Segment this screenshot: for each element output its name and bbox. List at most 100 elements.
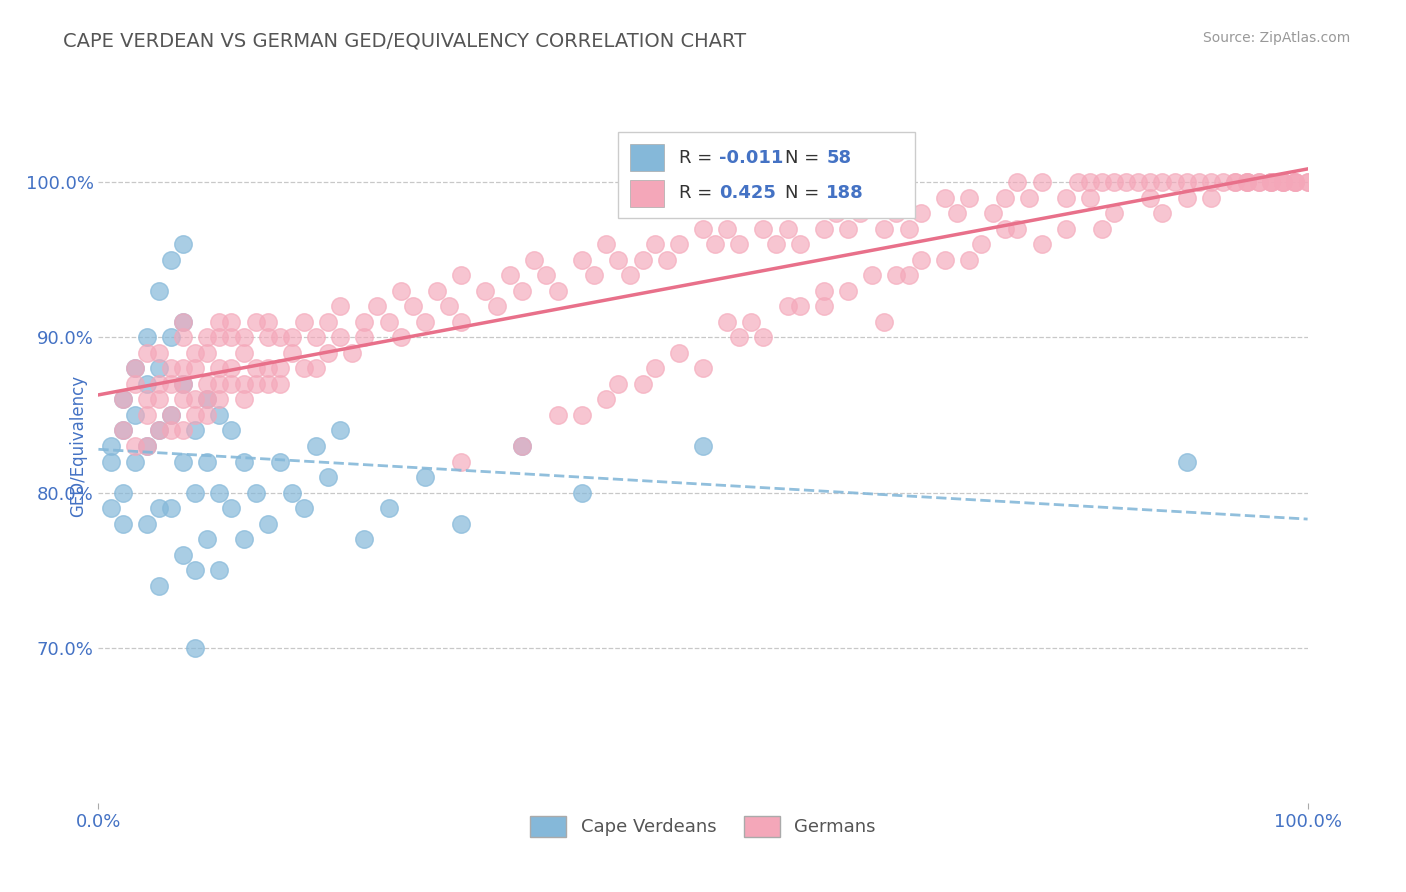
Text: CAPE VERDEAN VS GERMAN GED/EQUIVALENCY CORRELATION CHART: CAPE VERDEAN VS GERMAN GED/EQUIVALENCY C… [63,31,747,50]
Point [148,501,170,516]
Text: R =: R = [679,149,718,167]
Point [1272,175,1295,189]
Point [571,408,593,422]
Point [316,470,339,484]
Point [184,424,207,438]
Point [1007,222,1029,236]
Point [413,315,436,329]
Y-axis label: GED/Equivalency: GED/Equivalency [69,375,87,517]
Point [160,252,183,267]
Point [135,392,157,407]
Point [195,376,218,391]
Point [245,315,267,329]
Point [195,532,218,546]
Point [571,485,593,500]
Point [221,361,243,376]
Text: N =: N = [785,185,825,202]
Point [124,439,146,453]
Point [946,206,969,220]
Point [160,501,183,516]
Point [148,361,170,376]
Point [849,206,872,220]
Point [172,548,194,562]
Point [195,454,218,468]
Point [160,361,183,376]
Point [1054,191,1077,205]
Point [160,408,183,422]
Point [1031,175,1053,189]
Point [547,408,569,422]
Point [353,532,375,546]
Point [100,501,122,516]
Point [450,268,472,283]
Point [172,315,194,329]
Point [389,330,412,344]
Point [124,361,146,376]
Point [232,392,254,407]
Point [232,376,254,391]
Point [595,392,617,407]
Point [124,454,146,468]
Point [897,222,920,236]
Point [994,191,1017,205]
Point [208,315,231,329]
Point [426,284,449,298]
Point [437,299,460,313]
Point [245,485,267,500]
Point [813,284,835,298]
Point [208,563,231,577]
Point [111,424,134,438]
Point [172,392,194,407]
Point [305,439,328,453]
Bar [630,180,664,207]
Point [377,501,399,516]
Point [510,284,533,298]
Point [704,237,727,252]
Point [450,516,472,531]
Point [172,330,194,344]
Point [789,299,811,313]
Point [607,252,630,267]
Point [825,206,848,220]
Point [221,424,243,438]
Point [184,640,207,655]
Point [910,252,932,267]
Point [644,361,666,376]
Point [232,532,254,546]
Point [221,501,243,516]
Point [292,361,315,376]
Point [1102,206,1125,220]
Point [934,191,956,205]
Point [245,376,267,391]
Point [208,485,231,500]
Point [135,408,157,422]
Point [1296,175,1319,189]
Point [232,346,254,360]
Text: -0.011: -0.011 [718,149,783,167]
Point [523,252,546,267]
Point [111,392,134,407]
Point [474,284,496,298]
Point [269,376,291,391]
Point [1128,175,1150,189]
Bar [630,145,664,171]
Point [789,237,811,252]
Point [124,408,146,422]
Point [111,424,134,438]
Point [111,516,134,531]
Point [292,501,315,516]
Point [148,424,170,438]
Point [970,237,993,252]
Point [716,222,738,236]
Point [172,361,194,376]
Point [668,237,690,252]
Point [981,206,1004,220]
Point [184,346,207,360]
Point [329,330,352,344]
Point [728,330,751,344]
Point [1007,175,1029,189]
Point [1078,175,1101,189]
Point [1115,175,1137,189]
Legend: Cape Verdeans, Germans: Cape Verdeans, Germans [523,808,883,844]
Point [342,346,364,360]
